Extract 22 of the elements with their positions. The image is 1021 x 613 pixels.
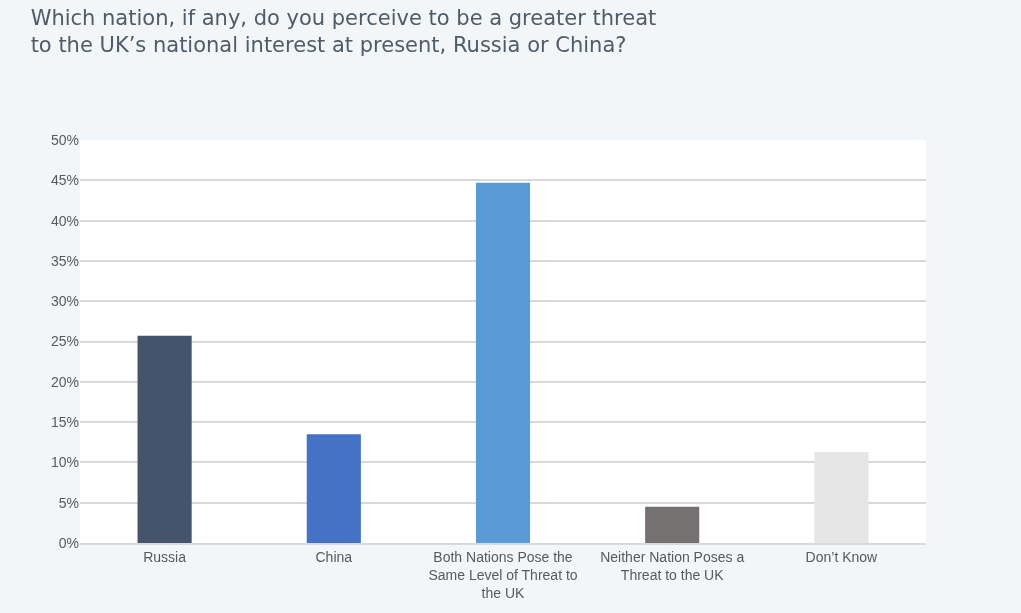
y-tick-label: 5% [58, 494, 79, 511]
y-tick-label: 35% [50, 252, 79, 269]
y-tick-label: 20% [50, 373, 79, 390]
y-tick-label: 25% [50, 333, 79, 350]
y-tick-label: 0% [58, 534, 79, 551]
bar [645, 506, 700, 543]
y-tick-label: 15% [50, 414, 79, 430]
y-tick-label: 45% [50, 172, 79, 189]
y-tick-label: 50% [50, 131, 79, 148]
bar [137, 335, 192, 543]
x-tick-label: China [315, 548, 353, 565]
bar [306, 434, 361, 543]
bar [814, 451, 869, 543]
x-tick-label: Don’t Know [805, 548, 879, 565]
y-tick-label: 40% [50, 212, 79, 229]
bar [475, 182, 531, 543]
x-tick-label: Russia [143, 548, 187, 565]
chart-title: Which nation, if any, do you perceive to be a greater threat to the UK’s national interest at present, Russia or China? [30, 5, 657, 57]
y-tick-label: 10% [50, 454, 79, 471]
x-tick-label: Both Nations Pose the Same Level of Threat to the UK [428, 548, 578, 602]
x-tick-label: Neither Nation Poses a Threat to the UK [600, 548, 745, 583]
y-tick-label: 30% [50, 293, 79, 310]
